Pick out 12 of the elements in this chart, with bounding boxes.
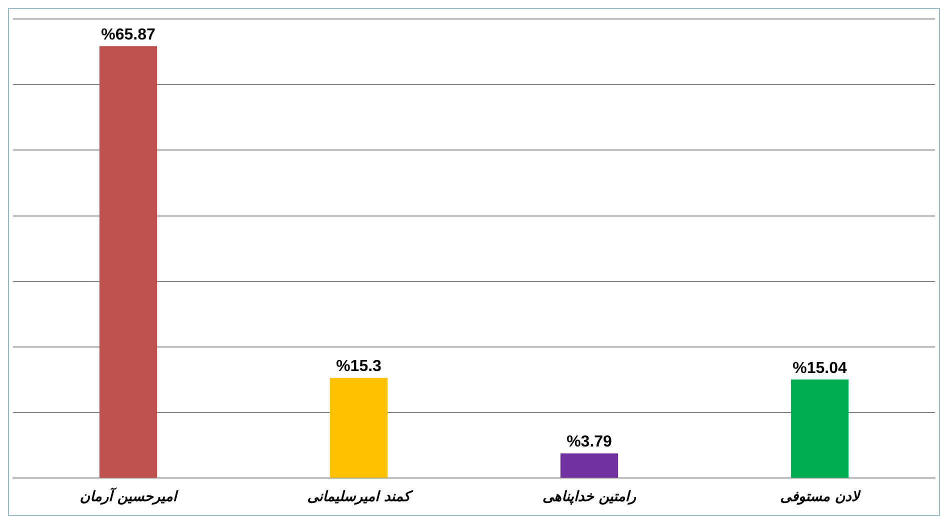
data-label: %65.87	[101, 26, 156, 44]
bar	[560, 453, 618, 478]
data-label: %15.04	[792, 360, 847, 377]
x-tick-label: رامتین خداپناهی	[542, 489, 636, 506]
data-label: %3.79	[566, 434, 612, 451]
x-tick-label: امیرحسین آرمان	[80, 487, 179, 506]
x-tick-label: کمند امیرسلیمانی	[307, 489, 414, 506]
x-tick-label: لادن مستوفی	[780, 489, 862, 506]
data-label: %15.3	[336, 358, 382, 376]
bar	[790, 380, 849, 478]
bar	[330, 378, 388, 478]
bar	[99, 46, 158, 478]
